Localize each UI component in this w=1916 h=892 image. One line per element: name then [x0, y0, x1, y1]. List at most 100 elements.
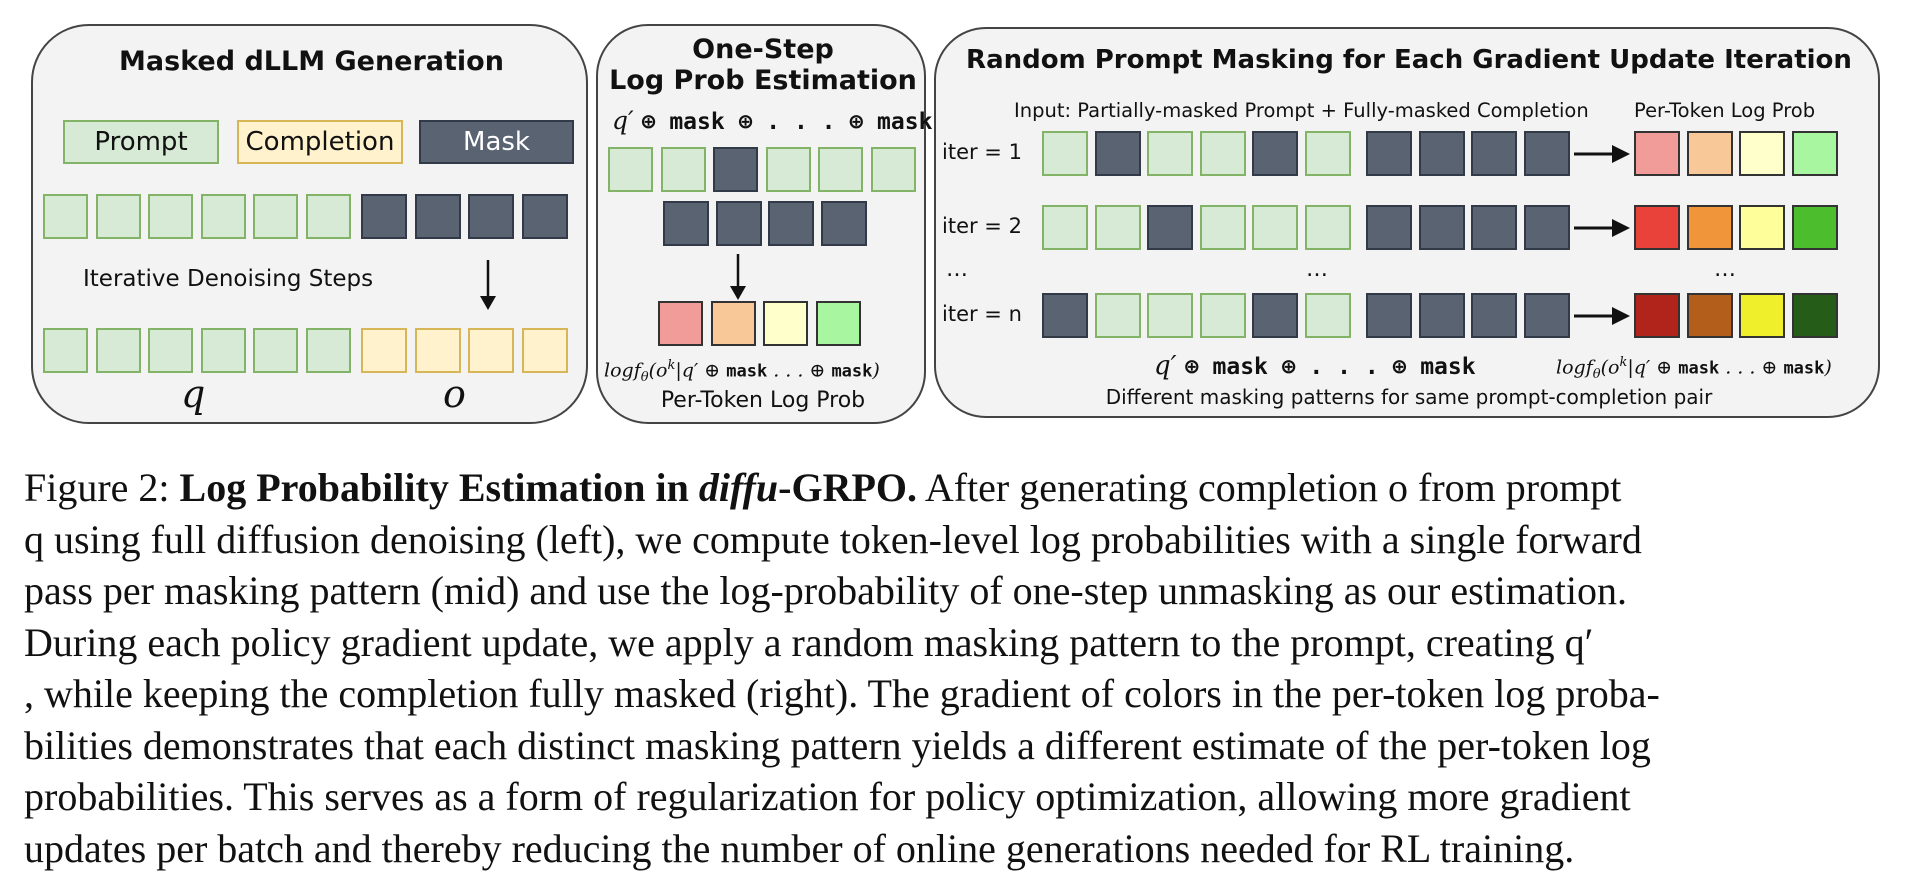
legend-mask: Mask [419, 120, 574, 164]
caption-line-5: , while keeping the completion fully mas… [24, 671, 1660, 716]
prompt-token [305, 194, 351, 239]
logprob-token [763, 301, 808, 346]
panel-title: Masked dLLM Generation [119, 46, 504, 77]
mask-token [1471, 131, 1517, 176]
prompt-token [660, 147, 706, 192]
prompt-token [305, 328, 351, 373]
mask-token [1366, 205, 1412, 250]
prompt-token [818, 147, 863, 192]
mask-token [1094, 131, 1141, 176]
panel-title: One-Step Log Prob Estimation [598, 34, 928, 96]
panel-title-line1: One-Step [692, 34, 834, 65]
prompt-token [1304, 293, 1351, 338]
caption-line-7: probabilities. This serves as a form of … [24, 774, 1631, 819]
prompt-token [200, 328, 246, 373]
caption-line-6: bilities demonstrates that each distinct… [24, 722, 1651, 768]
input-header: Input: Partially-masked Prompt + Fully-m… [1014, 99, 1589, 122]
prompt-token [43, 194, 88, 239]
ellipsis: … [1714, 257, 1736, 282]
ellipsis: … [946, 257, 968, 282]
prompt-token [1199, 293, 1246, 338]
logprob-token [1791, 205, 1838, 250]
logprob-token [658, 301, 703, 346]
iteration-label: iter = 2 [942, 214, 1022, 238]
q-prime: q′ [1154, 351, 1177, 381]
bottom-logprob-formula: logfθ(ok|q′ ⊕ mask . . . ⊕ mask) [1556, 355, 1832, 383]
prompt-token [1147, 293, 1193, 338]
logprob-token [1634, 293, 1680, 338]
logprob-token [1739, 293, 1785, 338]
mask-token [1366, 131, 1412, 176]
logprob-token [1634, 131, 1680, 176]
logprob-token [710, 301, 756, 346]
prompt-token [253, 328, 298, 373]
prompt-token [1304, 205, 1351, 250]
prompt-token [1199, 205, 1246, 250]
input-formula: q′ ⊕ mask ⊕ . . . ⊕ mask [612, 106, 932, 135]
prompt-token [95, 194, 141, 239]
logprob-header: Per-Token Log Prob [1634, 99, 1816, 122]
panel-title-line2: Log Prob Estimation [609, 65, 917, 96]
prompt-token [1042, 131, 1088, 176]
mask-token [1471, 293, 1517, 338]
bottom-input-formula: q′ ⊕ mask ⊕ . . . ⊕ mask [1154, 351, 1476, 381]
mask-token [715, 201, 762, 246]
caption-line-4: During each policy gradient update, we a… [24, 619, 1594, 665]
prompt-token [1199, 131, 1246, 176]
completion-token [361, 328, 407, 373]
down-arrow-icon [730, 254, 746, 300]
mask-sequence: ⊕ mask ⊕ . . . ⊕ mask [641, 109, 933, 135]
prompt-token [608, 147, 653, 192]
right-arrow-icon [1574, 307, 1630, 325]
mask-token [1523, 131, 1570, 176]
logprob-token [1739, 131, 1785, 176]
logprob-token [1791, 131, 1838, 176]
masked-dllm-generation-panel: Masked dLLM Generation Prompt Completion… [31, 24, 588, 424]
right-arrow-icon [1574, 219, 1630, 237]
mask-token [361, 194, 407, 239]
prompt-token [1094, 293, 1141, 338]
logprob-token [1686, 293, 1733, 338]
mask-token [468, 194, 514, 239]
footer-label: Different masking patterns for same prom… [1105, 385, 1713, 409]
prompt-token [870, 147, 916, 192]
legend-completion: Completion [237, 120, 403, 164]
prompt-token [43, 328, 88, 373]
mask-token [1523, 293, 1570, 338]
caption-line-2: q using full diffusion denoising (left),… [24, 516, 1642, 562]
mask-token [1147, 205, 1193, 250]
mask-token [1418, 205, 1465, 250]
mask-token [1418, 293, 1465, 338]
one-step-log-prob-panel: One-Step Log Prob Estimation q′ ⊕ mask ⊕… [596, 24, 932, 424]
completion-token [468, 328, 514, 373]
prompt-token [95, 328, 141, 373]
mask-token [1523, 205, 1570, 250]
logprob-formula: logfθ(ok|q′ ⊕ mask . . . ⊕ mask) [604, 358, 880, 386]
logprob-token [1686, 205, 1733, 250]
mask-token [521, 194, 568, 239]
mask-token [713, 147, 758, 192]
ellipsis: … [1306, 257, 1328, 282]
caption-line-3: pass per masking pattern (mid) and use t… [24, 568, 1627, 613]
mask-token [1366, 293, 1412, 338]
panel-title: Random Prompt Masking for Each Gradient … [966, 45, 1852, 75]
mask-token [1252, 293, 1298, 338]
mask-token [663, 201, 709, 246]
q-prime: q′ [612, 106, 634, 135]
prompt-token [253, 194, 298, 239]
logprob-token [815, 301, 861, 346]
completion-token [414, 328, 461, 373]
logprob-token [1791, 293, 1838, 338]
q-label: q [181, 372, 206, 416]
caption-title: Log Probability Estimation in diffu-GRPO… [179, 465, 918, 510]
mask-sequence: ⊕ mask ⊕ . . . ⊕ mask [1184, 354, 1476, 380]
caption-line-8: updates per batch and thereby reducing t… [24, 825, 1575, 871]
denoising-steps-label: Iterative Denoising Steps [83, 266, 374, 292]
mask-token [1042, 293, 1088, 338]
per-token-log-prob-label: Per-Token Log Prob [660, 388, 866, 413]
prompt-token [200, 194, 246, 239]
caption-text: After generating completion o from promp… [924, 465, 1622, 510]
prompt-token [148, 328, 193, 373]
prompt-token [765, 147, 811, 192]
mask-token [1471, 205, 1517, 250]
